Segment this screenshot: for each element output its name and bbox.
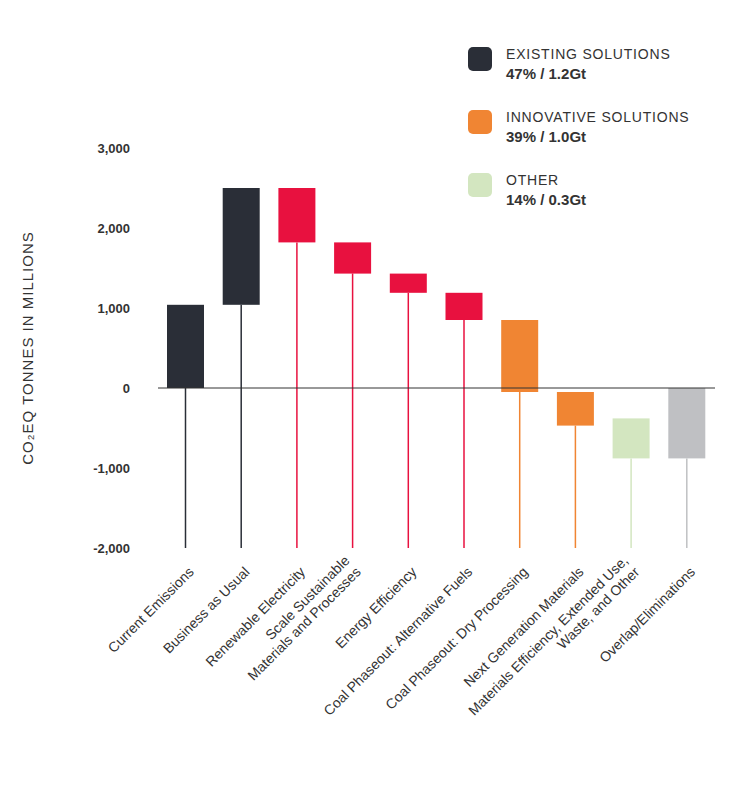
svg-text:Scale SustainableMaterials and: Scale SustainableMaterials and Processes [233, 552, 364, 683]
svg-text:0: 0 [123, 381, 130, 396]
svg-text:Overlap/Eliminations: Overlap/Eliminations [596, 564, 698, 666]
svg-text:-1,000: -1,000 [93, 461, 130, 476]
svg-text:CO₂EQ TONNES IN MILLIONS: CO₂EQ TONNES IN MILLIONS [19, 231, 36, 464]
svg-text:1,000: 1,000 [97, 301, 130, 316]
svg-text:3,000: 3,000 [97, 141, 130, 156]
svg-text:2,000: 2,000 [97, 221, 130, 236]
svg-text:-2,000: -2,000 [93, 541, 130, 556]
